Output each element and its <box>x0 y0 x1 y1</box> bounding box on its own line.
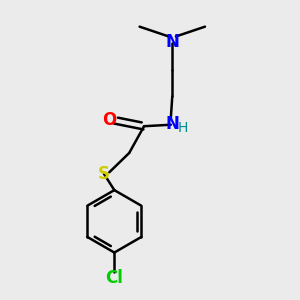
Text: O: O <box>102 111 116 129</box>
Text: Cl: Cl <box>105 269 123 287</box>
Text: H: H <box>178 121 188 135</box>
Text: N: N <box>165 32 179 50</box>
Text: S: S <box>98 165 110 183</box>
Text: N: N <box>165 115 179 133</box>
